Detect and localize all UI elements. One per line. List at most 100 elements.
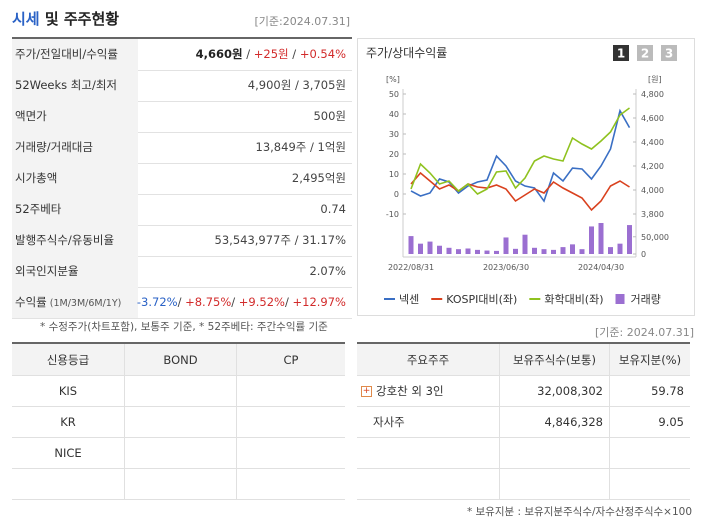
- credit-cell: [12, 469, 125, 500]
- row-label: 시가총액: [12, 163, 138, 194]
- row-label: 외국인지분율: [12, 256, 138, 287]
- x-tick-label: 2022/08/31: [388, 263, 434, 272]
- summary-row: 발행주식수/유동비율 53,543,977주 / 31.17%: [12, 225, 352, 257]
- summary-row: 액면가 500원: [12, 101, 352, 133]
- volume-bar: [513, 248, 518, 254]
- title-accent: 시세: [12, 10, 40, 28]
- y2-tick-label: 4,400: [641, 138, 664, 147]
- label-text: 52주베타: [15, 202, 62, 216]
- holders-cell: [610, 438, 690, 469]
- summary-row: 외국인지분율 2.07%: [12, 256, 352, 288]
- legend-item: 거래량: [615, 293, 661, 306]
- row-value: 4,660원 / +25원 / +0.54%: [196, 39, 346, 70]
- value-part: /: [231, 295, 239, 309]
- holders-cell: [357, 469, 500, 500]
- volume-bar: [437, 245, 442, 254]
- chart-button[interactable]: 3: [661, 45, 677, 61]
- value-part: +0.54%: [299, 47, 346, 61]
- holders-cell: 4,846,328: [500, 407, 610, 438]
- legend-item: 넥센: [384, 293, 419, 306]
- chart-button[interactable]: 2: [637, 45, 653, 61]
- legend-swatch: [615, 294, 625, 304]
- row-value: 2,495억원: [292, 163, 346, 194]
- legend-label: KOSPI대비(좌): [446, 293, 517, 306]
- volume-bar: [427, 241, 433, 254]
- volume-bar: [484, 250, 490, 254]
- summary-row: 주가/전일대비/수익률 4,660원 / +25원 / +0.54%: [12, 39, 352, 71]
- y-tick-label: -10: [386, 210, 399, 219]
- volume-bar: [598, 223, 604, 254]
- title-text: 및 주주현황: [39, 10, 120, 28]
- holders-header: 주요주주: [357, 344, 500, 376]
- holders-cell: 9.05: [610, 407, 690, 438]
- volume-bar: [532, 247, 537, 254]
- value-part: +8.75%: [185, 295, 232, 309]
- row-value: 2.07%: [309, 256, 346, 287]
- label-text: 발행주식수/유동비율: [15, 233, 115, 247]
- volume-bar: [541, 249, 547, 254]
- value-part: 4,660원: [195, 47, 243, 61]
- holders-note: * 보유지분 : 보유지분주식수/자수산정주식수×100: [466, 506, 692, 518]
- row-label: 거래량/거래대금: [12, 132, 138, 163]
- button-label: 2: [641, 47, 649, 61]
- holders-cell: [610, 469, 690, 500]
- credit-cell: [125, 438, 237, 469]
- expand-icon[interactable]: +: [361, 386, 372, 397]
- chart-button[interactable]: 1: [613, 45, 629, 61]
- row-label: 52주베타: [12, 194, 138, 225]
- value-part: +25원: [253, 47, 289, 61]
- credit-cell: [237, 407, 345, 438]
- value-part: /: [284, 295, 293, 309]
- label-text: 거래량/거래대금: [15, 140, 93, 154]
- volume-bar: [608, 247, 613, 254]
- row-label: 발행주식수/유동비율: [12, 225, 138, 256]
- row-value: 4,900원 / 3,705원: [248, 70, 346, 101]
- volume-bar: [408, 236, 414, 254]
- y-unit: [%]: [386, 75, 400, 84]
- value-part: /: [177, 295, 186, 309]
- volume-bar: [465, 248, 471, 254]
- credit-header: 신용등급: [12, 344, 125, 376]
- y-tick-label: 50: [389, 90, 399, 99]
- holders-cell: 59.78: [610, 376, 690, 407]
- summary-row: 52주베타 0.74: [12, 194, 352, 226]
- holders-header: 보유지분(%): [610, 344, 690, 376]
- credit-cell: [125, 407, 237, 438]
- value-part: -3.72%: [136, 295, 178, 309]
- credit-cell: [237, 376, 345, 407]
- row-value: -3.72%/ +8.75%/ +9.52%/ +12.97%: [137, 287, 346, 318]
- summary-row: 시가총액 2,495억원: [12, 163, 352, 195]
- credit-cell: NICE: [12, 438, 125, 469]
- y3-tick-label: 50,000: [641, 233, 669, 242]
- value-part: 0.74: [320, 202, 346, 216]
- row-value: 53,543,977주 / 31.17%: [215, 225, 346, 256]
- volume-bar: [560, 247, 566, 254]
- basis-date: [기준:2024.07.31]: [254, 15, 350, 28]
- y2-tick-label: 3,800: [641, 210, 664, 219]
- button-bg: [613, 45, 629, 61]
- volume-bar: [627, 225, 632, 254]
- volume-bar: [579, 249, 585, 254]
- summary-note: * 수정주가(차트포함), 보통주 기준, * 52주베타: 주간수익률 기준: [40, 321, 328, 333]
- y2-unit: [원]: [648, 75, 662, 84]
- volume-bar: [456, 249, 461, 254]
- volume-bar: [570, 244, 575, 254]
- volume-bar: [475, 249, 480, 254]
- value-part: 4,900원 / 3,705원: [247, 78, 346, 92]
- label-text: 액면가: [15, 109, 47, 123]
- credit-cell: KR: [12, 407, 125, 438]
- value-part: +12.97%: [292, 295, 347, 309]
- legend-label: 화학대비(좌): [544, 293, 603, 306]
- volume-bar: [617, 243, 623, 254]
- value-part: 53,543,977주 / 31.17%: [214, 233, 346, 247]
- label-note: (1M/3M/6M/1Y): [46, 298, 122, 309]
- label-text: 시가총액: [15, 171, 58, 185]
- y-tick-label: 20: [389, 150, 399, 159]
- chart-title: 주가/상대수익률: [366, 46, 447, 60]
- label-text: 52Weeks 최고/최저: [15, 78, 117, 92]
- value-part: 500원: [313, 109, 346, 123]
- summary-row: 거래량/거래대금 13,849주 / 1억원: [12, 132, 352, 164]
- credit-cell: [125, 469, 237, 500]
- holders-cell: [357, 438, 500, 469]
